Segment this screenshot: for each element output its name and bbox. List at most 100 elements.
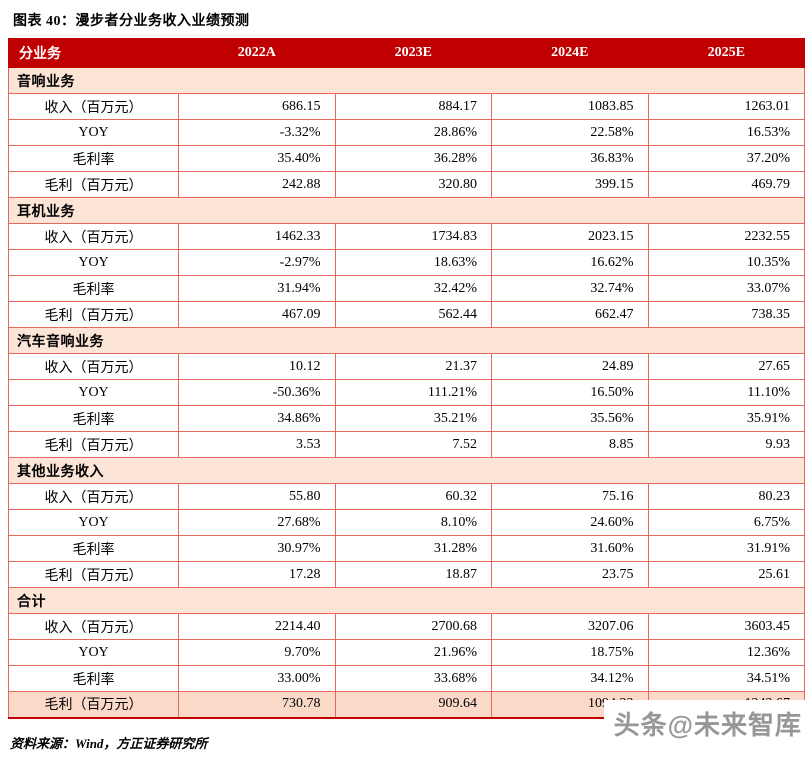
- value-cell: 35.21%: [334, 405, 492, 432]
- row-label: 毛利（百万元）: [8, 301, 179, 328]
- table-row: 毛利（百万元） 17.28 18.87 23.75 25.61: [8, 561, 805, 588]
- section-name: 耳机业务: [8, 197, 805, 224]
- value-cell: 738.35: [647, 301, 805, 328]
- value-cell: 18.87: [334, 561, 492, 588]
- value-cell: 16.50%: [491, 379, 649, 406]
- value-cell: 35.91%: [647, 405, 805, 432]
- row-label: 毛利（百万元）: [8, 561, 179, 588]
- value-cell: 18.63%: [334, 249, 492, 276]
- value-cell: 1263.01: [647, 93, 805, 120]
- figure-title: 图表 40：漫步者分业务收入业绩预测: [13, 14, 250, 29]
- value-cell: 1734.83: [334, 223, 492, 250]
- value-cell: 33.07%: [647, 275, 805, 302]
- table-header-row: 分业务 2022A 2023E 2024E 2025E: [8, 38, 805, 68]
- value-cell: -50.36%: [178, 379, 336, 406]
- row-label: 收入（百万元）: [8, 93, 179, 120]
- table-row: 毛利（百万元） 467.09 562.44 662.47 738.35: [8, 301, 805, 328]
- table-row: 毛利率 34.86% 35.21% 35.56% 35.91%: [8, 405, 805, 432]
- value-cell: 31.28%: [334, 535, 492, 562]
- row-label: 收入（百万元）: [8, 353, 179, 380]
- section-name: 汽车音响业务: [8, 327, 805, 354]
- value-cell: 884.17: [334, 93, 492, 120]
- value-cell: 111.21%: [334, 379, 492, 406]
- row-label: 毛利率: [8, 145, 179, 172]
- value-cell: 18.75%: [491, 639, 649, 666]
- value-cell: 467.09: [178, 301, 336, 328]
- row-label: YOY: [8, 379, 179, 406]
- value-cell: 2232.55: [647, 223, 805, 250]
- table-row: 毛利率 35.40% 36.28% 36.83% 37.20%: [8, 145, 805, 172]
- value-cell: 17.28: [178, 561, 336, 588]
- value-cell: 16.53%: [647, 119, 805, 146]
- section-row: 耳机业务: [8, 197, 805, 224]
- source-note: 资料来源：Wind，方正证券研究所: [10, 735, 208, 751]
- value-cell: 662.47: [491, 301, 649, 328]
- table-row: 毛利率 30.97% 31.28% 31.60% 31.91%: [8, 535, 805, 562]
- value-cell: 2700.68: [334, 613, 492, 640]
- value-cell: 686.15: [178, 93, 336, 120]
- value-cell: 16.62%: [491, 249, 649, 276]
- value-cell: 27.68%: [178, 509, 336, 536]
- table-row: 毛利率 31.94% 32.42% 32.74% 33.07%: [8, 275, 805, 302]
- table-row: YOY -50.36% 111.21% 16.50% 11.10%: [8, 379, 805, 406]
- value-cell: 35.56%: [491, 405, 649, 432]
- row-label: 毛利率: [8, 405, 179, 432]
- column-header-year: 2023E: [334, 38, 492, 68]
- value-cell: 469.79: [647, 171, 805, 198]
- section-row: 音响业务: [8, 67, 805, 94]
- value-cell: 320.80: [334, 171, 492, 198]
- row-label: 毛利（百万元）: [8, 431, 179, 458]
- value-cell: 80.23: [647, 483, 805, 510]
- section-name: 合计: [8, 587, 805, 614]
- value-cell: 9.93: [647, 431, 805, 458]
- value-cell: -3.32%: [178, 119, 336, 146]
- value-cell: 25.61: [647, 561, 805, 588]
- value-cell: 35.40%: [178, 145, 336, 172]
- value-cell: -2.97%: [178, 249, 336, 276]
- value-cell: 21.37: [334, 353, 492, 380]
- row-label: 收入（百万元）: [8, 223, 179, 250]
- value-cell: 3603.45: [647, 613, 805, 640]
- table-row: 收入（百万元） 10.12 21.37 24.89 27.65: [8, 353, 805, 380]
- value-cell: 21.96%: [334, 639, 492, 666]
- value-cell: 909.64: [334, 691, 492, 718]
- value-cell: 24.60%: [491, 509, 649, 536]
- value-cell: 8.10%: [334, 509, 492, 536]
- table-row: 毛利（百万元） 3.53 7.52 8.85 9.93: [8, 431, 805, 458]
- section-row: 合计: [8, 587, 805, 614]
- value-cell: 11.10%: [647, 379, 805, 406]
- value-cell: 3207.06: [491, 613, 649, 640]
- value-cell: 27.65: [647, 353, 805, 380]
- row-label: YOY: [8, 509, 179, 536]
- value-cell: 2023.15: [491, 223, 649, 250]
- table-row: YOY 9.70% 21.96% 18.75% 12.36%: [8, 639, 805, 666]
- table-row: 收入（百万元） 686.15 884.17 1083.85 1263.01: [8, 93, 805, 120]
- column-header-segment: 分业务: [8, 38, 179, 68]
- value-cell: 34.86%: [178, 405, 336, 432]
- row-label: 毛利率: [8, 275, 179, 302]
- section-name: 音响业务: [8, 67, 805, 94]
- forecast-table: 分业务 2022A 2023E 2024E 2025E 音响业务 收入（百万元） 686.1…: [8, 38, 805, 719]
- value-cell: 30.97%: [178, 535, 336, 562]
- row-label: 毛利（百万元）: [8, 691, 179, 718]
- value-cell: 31.91%: [647, 535, 805, 562]
- section-row: 汽车音响业务: [8, 327, 805, 354]
- value-cell: 32.42%: [334, 275, 492, 302]
- value-cell: 9.70%: [178, 639, 336, 666]
- table-row: 毛利率 33.00% 33.68% 34.12% 34.51%: [8, 665, 805, 692]
- value-cell: 33.00%: [178, 665, 336, 692]
- table-body: 音响业务 收入（百万元） 686.15 884.17 1083.85 1263.01 YOY…: [8, 67, 805, 718]
- value-cell: 7.52: [334, 431, 492, 458]
- value-cell: 31.94%: [178, 275, 336, 302]
- value-cell: 34.12%: [491, 665, 649, 692]
- value-cell: 37.20%: [647, 145, 805, 172]
- row-label: 毛利率: [8, 665, 179, 692]
- value-cell: 10.12: [178, 353, 336, 380]
- column-header-year: 2024E: [491, 38, 649, 68]
- table-row: 收入（百万元） 2214.40 2700.68 3207.06 3603.45: [8, 613, 805, 640]
- value-cell: 28.86%: [334, 119, 492, 146]
- watermark: 头条@未来智库: [603, 700, 810, 748]
- table-row: 收入（百万元） 55.80 60.32 75.16 80.23: [8, 483, 805, 510]
- column-header-year: 2022A: [178, 38, 336, 68]
